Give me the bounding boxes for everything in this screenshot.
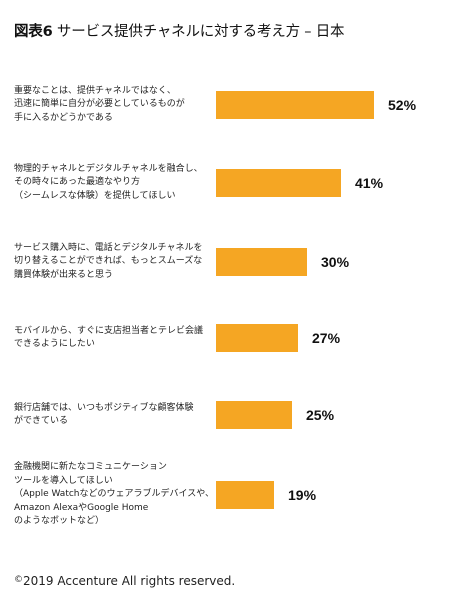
category-label: 重要なことは、提供チャネルではなく、 迅速に簡単に自分が必要としているものが 手に入… — [14, 85, 214, 126]
bar — [216, 91, 374, 119]
bar — [216, 401, 292, 429]
copyright-footer: ©2019 Accenture All rights reserved. — [14, 573, 235, 589]
category-label-line: モバイルから、すぐに支店担当者とテレビ会議 — [14, 325, 204, 336]
category-label-line: 手に入るかどうかである — [14, 112, 113, 123]
category-label-line: ができている — [14, 416, 69, 426]
category-label-line: ツールを導入してほしい — [14, 475, 113, 486]
value-label: 25% — [306, 407, 335, 423]
category-label-line: 重要なことは、提供チャネルではなく、 — [14, 85, 176, 96]
bar — [216, 169, 341, 197]
category-label-line: サービス購入時に、電話とデジタルチャネルを — [14, 242, 203, 253]
category-label: サービス購入時に、電話とデジタルチャネルを 切り替えることができれば、もっとスムー… — [14, 242, 214, 283]
category-label-line: 購買体験が出来ると思う — [14, 269, 114, 280]
value-label: 52% — [388, 97, 417, 113]
bar — [216, 248, 307, 276]
category-label: 銀行店舗では、いつもポジティブな顧客体験 ができている — [14, 402, 214, 429]
category-label-line: 金融機関に新たなコミュニケーション — [14, 462, 167, 473]
value-label: 19% — [288, 487, 317, 503]
category-label-line: できるようにしたい — [14, 339, 95, 349]
category-label-line: 切り替えることができれば、もっとスムーズな — [14, 256, 203, 267]
category-label: 金融機関に新たなコミュニケーション ツールを導入してほしい （Apple Watch… — [14, 461, 214, 529]
value-label: 27% — [312, 330, 341, 346]
chart-title: 図表6 サービス提供チャネルに対する考え方 – 日本 — [14, 23, 345, 41]
copyright-text: 2019 Accenture All rights reserved. — [23, 574, 236, 588]
figure-number: 図表6 — [14, 24, 53, 40]
value-label: 30% — [321, 254, 350, 270]
category-label-line: のようなボットなど） — [14, 516, 105, 527]
chart-title-text: サービス提供チャネルに対する考え方 – 日本 — [56, 24, 345, 40]
category-label: モバイルから、すぐに支店担当者とテレビ会議 できるようにしたい — [14, 325, 214, 352]
category-label-line: （Apple Watchなどのウェアラブルデバイスや、 — [14, 489, 214, 500]
bar — [216, 324, 298, 352]
category-label-line: 迅速に簡単に自分が必要としているものが — [14, 99, 185, 110]
bar — [216, 481, 274, 509]
category-label: 物理的チャネルとデジタルチャネルを融合し、 その時々にあった最適なやり方 （シームレ… — [14, 163, 214, 204]
category-label-line: 物理的チャネルとデジタルチャネルを融合し、 — [14, 163, 203, 174]
category-label-line: （シームレスな体験）を提供してほしい — [14, 190, 176, 201]
copyright-symbol: © — [14, 575, 23, 585]
category-label-line: その時々にあった最適なやり方 — [14, 177, 141, 188]
category-label-line: Amazon AlexaやGoogle Home — [14, 502, 149, 513]
value-label: 41% — [355, 175, 384, 191]
category-label-line: 銀行店舗では、いつもポジティブな顧客体験 — [14, 402, 194, 413]
